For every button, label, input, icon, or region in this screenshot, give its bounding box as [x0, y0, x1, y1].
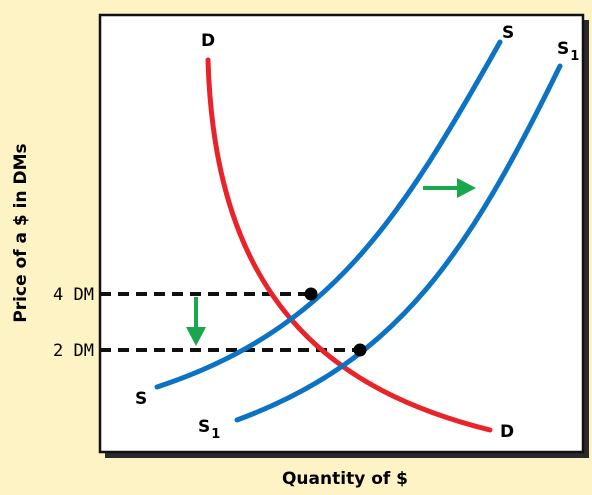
plot-area — [98, 13, 585, 454]
equilibrium-point-2dm — [353, 343, 367, 357]
supply-label-bottom: S — [135, 389, 147, 409]
y-axis-title: Price of a $ in DMs — [11, 143, 31, 322]
demand-label-top: D — [201, 31, 215, 51]
demand-label-bottom: D — [500, 422, 514, 442]
shift-right-arrow — [423, 178, 476, 198]
supply1-label-top: S1 — [557, 39, 579, 64]
price-down-arrow — [186, 297, 206, 346]
supply-curve-s — [154, 39, 503, 390]
y-tick-2dm: 2 DM — [53, 341, 94, 361]
y-tick-4dm: 4 DM — [53, 285, 94, 305]
x-axis-title: Quantity of $ — [282, 469, 408, 489]
supply-label-top: S — [502, 23, 514, 43]
supply1-label-bottom: S1 — [198, 417, 220, 442]
equilibrium-point-4dm — [304, 287, 318, 301]
supply-curve-s1 — [234, 63, 563, 423]
